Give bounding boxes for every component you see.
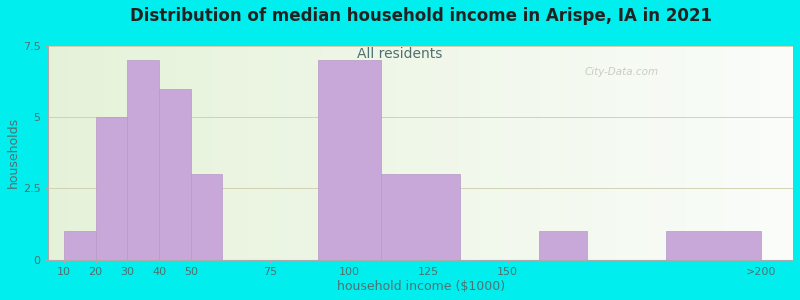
Bar bbox=[96, 117, 127, 260]
Text: City-Data.com: City-Data.com bbox=[585, 67, 658, 76]
Bar bbox=[190, 174, 222, 260]
X-axis label: household income ($1000): household income ($1000) bbox=[337, 280, 505, 293]
Bar bbox=[64, 231, 96, 260]
Title: Distribution of median household income in Arispe, IA in 2021: Distribution of median household income … bbox=[130, 7, 711, 25]
Bar bbox=[318, 60, 381, 260]
Bar bbox=[159, 89, 190, 260]
Y-axis label: households: households bbox=[7, 117, 20, 188]
Text: All residents: All residents bbox=[358, 47, 442, 61]
Bar bbox=[381, 174, 460, 260]
Bar bbox=[666, 231, 762, 260]
Bar bbox=[127, 60, 159, 260]
Bar bbox=[539, 231, 587, 260]
